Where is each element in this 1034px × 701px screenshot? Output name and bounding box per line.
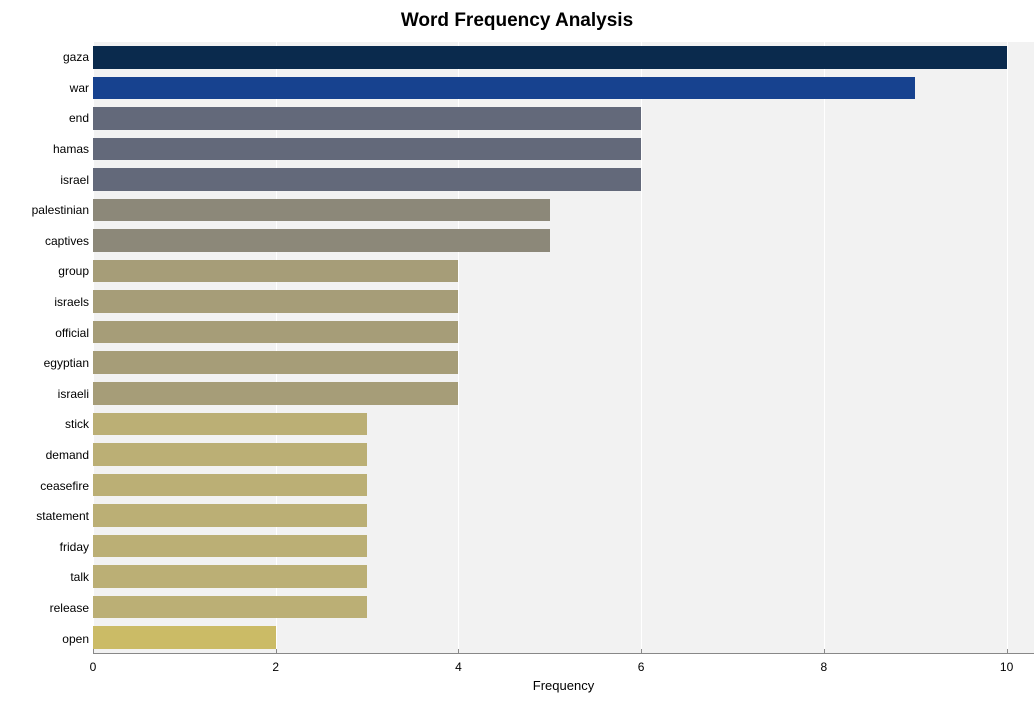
bar [93, 46, 1007, 69]
y-axis-label: palestinian [0, 195, 89, 226]
y-axis-label: israel [0, 164, 89, 195]
bar [93, 199, 550, 222]
y-axis-label: talk [0, 562, 89, 593]
bar [93, 443, 367, 466]
y-axis-label: release [0, 593, 89, 624]
x-tick-label: 6 [638, 660, 645, 674]
y-axis-label: israels [0, 287, 89, 318]
bar-row [93, 378, 1034, 409]
bar [93, 474, 367, 497]
y-axis-label: demand [0, 440, 89, 471]
x-tick-label: 0 [90, 660, 97, 674]
bar-row [93, 225, 1034, 256]
bar [93, 413, 367, 436]
y-axis-label: hamas [0, 134, 89, 165]
y-axis-label: captives [0, 226, 89, 257]
bar-row [93, 103, 1034, 134]
bar-row [93, 134, 1034, 165]
bar-row [93, 195, 1034, 226]
bar-row [93, 592, 1034, 623]
x-tick-mark [1007, 649, 1008, 654]
bar-row [93, 286, 1034, 317]
bar [93, 138, 641, 161]
y-axis-label: friday [0, 532, 89, 563]
x-tick-mark [93, 649, 94, 654]
y-axis: gazawarendhamasisraelpalestiniancaptives… [0, 42, 93, 654]
bar [93, 535, 367, 558]
y-axis-label: egyptian [0, 348, 89, 379]
bar [93, 351, 458, 374]
y-axis-label: stick [0, 409, 89, 440]
x-tick-label: 2 [272, 660, 279, 674]
x-tick-label: 4 [455, 660, 462, 674]
bar-row [93, 409, 1034, 440]
x-tick-label: 8 [821, 660, 828, 674]
x-axis-title: Frequency [533, 678, 594, 693]
bar-row [93, 73, 1034, 104]
x-tick-mark [458, 649, 459, 654]
bar [93, 382, 458, 405]
bar [93, 565, 367, 588]
plot-area: gazawarendhamasisraelpalestiniancaptives… [0, 42, 1034, 654]
bar [93, 77, 915, 100]
bars-region [93, 42, 1034, 654]
word-frequency-chart: Word Frequency Analysis gazawarendhamasi… [0, 0, 1034, 701]
y-axis-label: group [0, 256, 89, 287]
x-tick-mark [824, 649, 825, 654]
y-axis-label: open [0, 623, 89, 654]
x-tick-mark [641, 649, 642, 654]
bar-row [93, 347, 1034, 378]
bar [93, 229, 550, 252]
x-tick-label: 10 [1000, 660, 1013, 674]
y-axis-label: israeli [0, 379, 89, 410]
bar-row [93, 164, 1034, 195]
bar-row [93, 500, 1034, 531]
y-axis-label: ceasefire [0, 470, 89, 501]
chart-title: Word Frequency Analysis [0, 10, 1034, 32]
bar-row [93, 317, 1034, 348]
bar [93, 107, 641, 130]
y-axis-label: gaza [0, 42, 89, 73]
bar [93, 260, 458, 283]
bar [93, 626, 276, 649]
bar [93, 168, 641, 191]
bar-row [93, 256, 1034, 287]
bar [93, 290, 458, 313]
bar-row [93, 622, 1034, 653]
y-axis-label: statement [0, 501, 89, 532]
bar [93, 596, 367, 619]
y-axis-label: official [0, 317, 89, 348]
x-tick-mark [276, 649, 277, 654]
y-axis-label: war [0, 73, 89, 104]
bar-row [93, 470, 1034, 501]
bar-row [93, 531, 1034, 562]
bar-row [93, 42, 1034, 73]
bar-row [93, 561, 1034, 592]
bar-row [93, 439, 1034, 470]
bar [93, 504, 367, 527]
y-axis-label: end [0, 103, 89, 134]
bar [93, 321, 458, 344]
x-axis: Frequency 0 2 4 6 8 10 [93, 654, 1034, 694]
bars-container [93, 42, 1034, 653]
